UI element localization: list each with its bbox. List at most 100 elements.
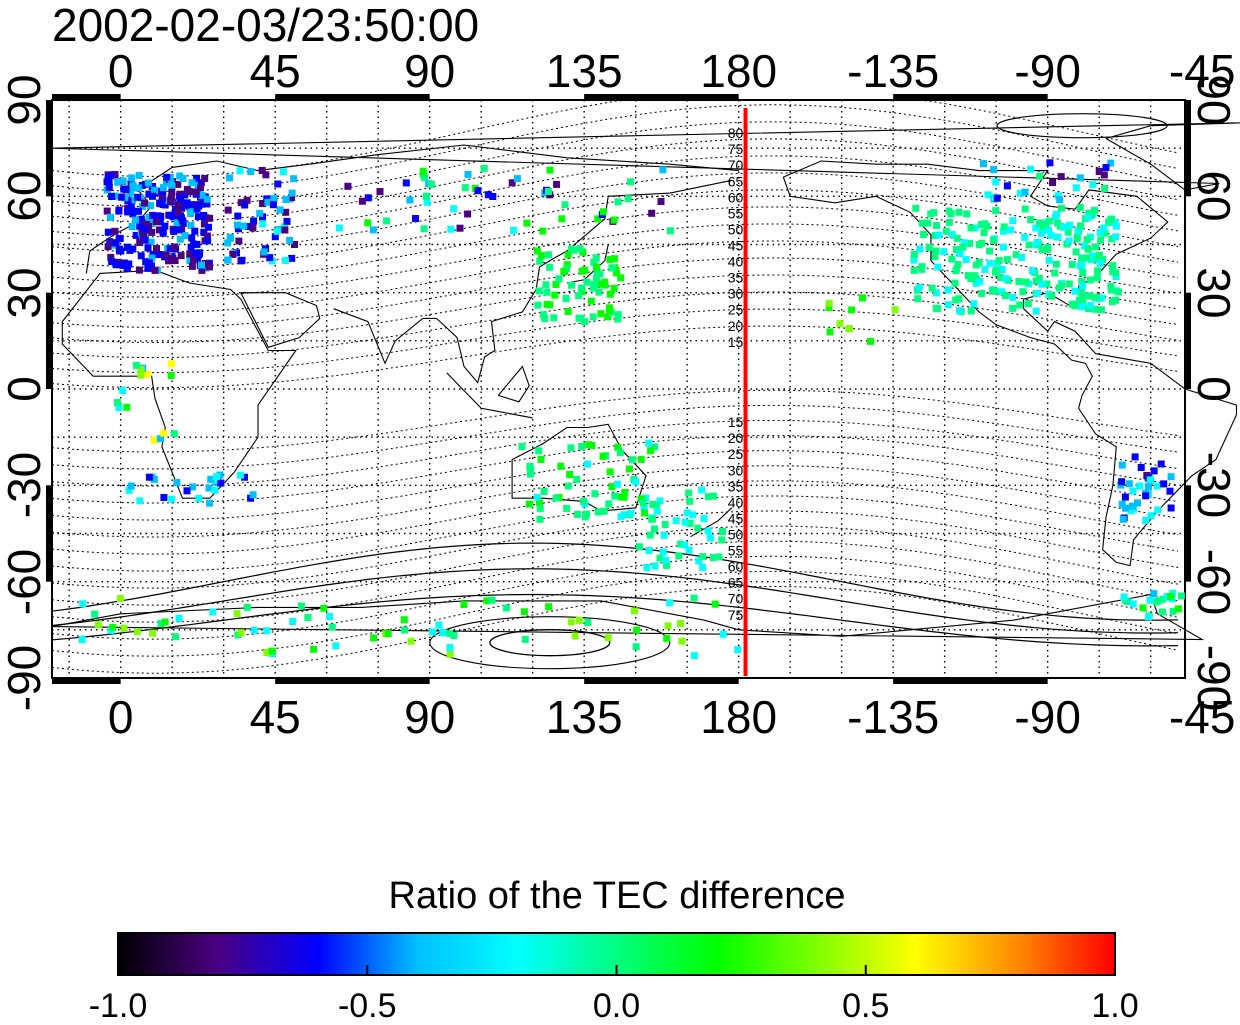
tec-data-cell bbox=[1093, 255, 1101, 263]
tec-data-cell bbox=[151, 266, 159, 274]
tec-data-cell bbox=[910, 266, 918, 274]
tec-data-cell bbox=[681, 541, 689, 549]
tec-data-cell bbox=[1079, 282, 1087, 290]
tec-data-cell bbox=[578, 288, 586, 296]
tec-data-cell bbox=[1032, 307, 1040, 315]
bottom-axis-tick-label: 0 bbox=[107, 691, 134, 743]
tec-data-cell bbox=[1068, 261, 1076, 268]
tec-data-cell bbox=[170, 228, 178, 235]
contour-label: 60 bbox=[728, 189, 744, 205]
tec-data-cell bbox=[1129, 600, 1137, 608]
tec-data-cell bbox=[168, 360, 175, 368]
tec-data-cell bbox=[456, 224, 464, 232]
tec-data-cell bbox=[637, 455, 645, 463]
tec-data-cell bbox=[564, 308, 572, 315]
tec-data-cell bbox=[447, 225, 455, 233]
tec-data-cell bbox=[259, 220, 267, 228]
tec-data-cell bbox=[209, 608, 217, 616]
tec-data-cell bbox=[1036, 172, 1044, 180]
tec-data-cell bbox=[961, 239, 968, 247]
tec-data-cell bbox=[201, 260, 209, 267]
tec-data-cell bbox=[247, 168, 255, 176]
frame-band-left bbox=[46, 292, 52, 389]
left-axis-tick-label: 30 bbox=[0, 267, 50, 319]
tec-data-cell bbox=[423, 198, 431, 206]
tec-data-cell bbox=[1134, 499, 1141, 507]
tec-data-cell bbox=[1078, 303, 1086, 311]
tec-data-cell bbox=[1073, 233, 1081, 241]
tec-data-cell bbox=[526, 463, 534, 470]
tec-data-cell bbox=[205, 259, 213, 267]
tec-data-cell bbox=[1100, 224, 1108, 232]
tec-data-cell bbox=[1121, 493, 1129, 501]
tec-data-cell bbox=[617, 274, 625, 282]
tec-data-cell bbox=[689, 511, 697, 519]
tec-data-cell bbox=[545, 603, 553, 611]
tec-data-cell bbox=[167, 180, 175, 188]
tec-data-cell bbox=[1160, 480, 1168, 488]
tec-data-cell bbox=[971, 224, 979, 232]
tec-data-cell bbox=[150, 436, 158, 444]
tec-data-cell bbox=[400, 616, 408, 624]
tec-data-cell bbox=[1142, 492, 1150, 500]
tec-data-cell bbox=[584, 460, 592, 468]
tec-data-cell bbox=[241, 473, 248, 481]
tec-data-cell bbox=[647, 447, 655, 455]
tec-data-cell bbox=[174, 180, 182, 188]
tec-data-cell bbox=[197, 179, 205, 187]
auroral-contour bbox=[51, 593, 1179, 647]
tec-data-cell bbox=[464, 210, 472, 218]
tec-data-cell bbox=[187, 201, 195, 209]
tec-data-cell bbox=[995, 257, 1003, 265]
tec-data-cell bbox=[617, 493, 625, 501]
tec-data-cell bbox=[1044, 243, 1052, 251]
tec-data-cell bbox=[1094, 267, 1101, 275]
tec-data-cell bbox=[513, 175, 521, 183]
tec-data-cell bbox=[203, 232, 211, 240]
tec-data-cell bbox=[267, 195, 275, 203]
tec-data-cell bbox=[1154, 506, 1162, 514]
tec-data-cell bbox=[510, 226, 517, 234]
tec-data-cell bbox=[384, 630, 392, 637]
tec-data-cell bbox=[105, 179, 113, 186]
tec-data-cell bbox=[653, 502, 661, 510]
tec-data-cell bbox=[944, 301, 952, 309]
tec-data-cell bbox=[370, 634, 378, 642]
tec-data-cell bbox=[288, 194, 296, 201]
tec-data-cell bbox=[662, 556, 670, 564]
tec-data-cell bbox=[613, 480, 621, 488]
tec-data-cell bbox=[686, 519, 694, 527]
tec-data-cell bbox=[990, 166, 998, 174]
tec-data-cell bbox=[706, 534, 714, 542]
tec-data-cell bbox=[171, 257, 179, 265]
colorbar-tick-label: 0.5 bbox=[842, 987, 890, 1025]
left-axis-tick-label: -30 bbox=[0, 452, 50, 519]
tec-data-cell bbox=[1101, 229, 1109, 237]
tec-data-cell bbox=[421, 174, 429, 182]
tec-data-cell bbox=[188, 262, 196, 270]
tec-data-cell bbox=[1045, 227, 1053, 234]
tec-data-cell bbox=[933, 222, 940, 229]
tec-data-cell bbox=[952, 296, 960, 304]
tec-data-cell bbox=[621, 488, 629, 496]
auroral-contour bbox=[51, 542, 1179, 621]
tec-data-cell bbox=[1167, 473, 1175, 481]
left-axis-tick-label: -60 bbox=[0, 548, 50, 615]
tec-data-cell bbox=[153, 245, 160, 253]
tec-data-cell bbox=[543, 288, 551, 296]
tec-data-cell bbox=[1120, 593, 1128, 601]
tec-data-cell bbox=[204, 237, 212, 245]
frame-band-right bbox=[1185, 292, 1191, 389]
tec-data-cell bbox=[1146, 596, 1154, 604]
tec-data-cell bbox=[143, 218, 150, 226]
geomagnetic-contour bbox=[51, 495, 1179, 572]
tec-data-cell bbox=[161, 201, 169, 209]
tec-data-cell bbox=[364, 194, 372, 202]
tec-data-cell bbox=[631, 607, 638, 615]
tec-data-cell bbox=[984, 191, 992, 199]
tec-data-cell bbox=[1118, 461, 1126, 469]
tec-data-cell bbox=[1115, 288, 1122, 296]
tec-data-cell bbox=[122, 186, 130, 194]
tec-data-cell bbox=[1009, 293, 1017, 301]
